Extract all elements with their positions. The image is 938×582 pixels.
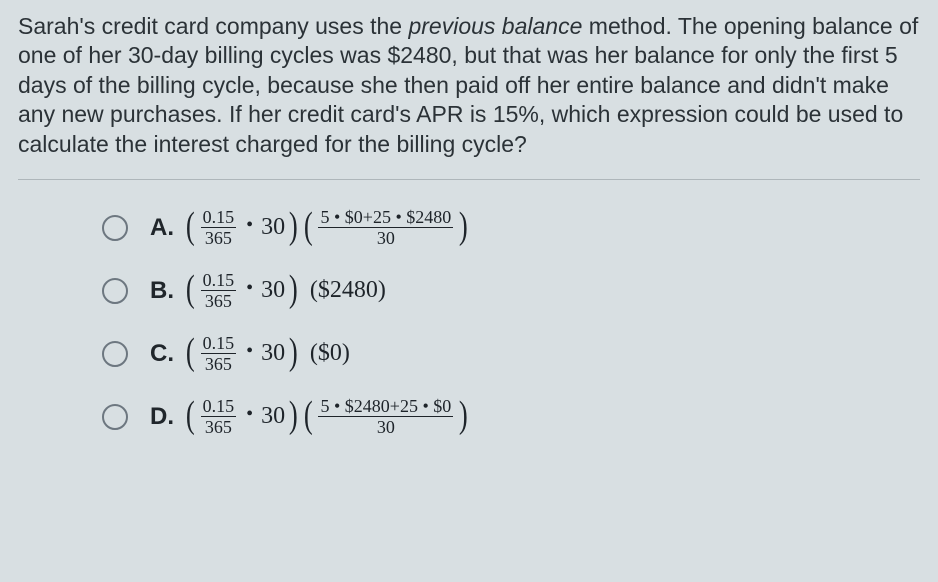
paren-close: ) bbox=[459, 215, 468, 238]
days: 30 bbox=[261, 214, 285, 241]
dot-icon: • bbox=[246, 340, 253, 363]
question-prefix: Sarah's credit card company uses the bbox=[18, 13, 408, 39]
paren-open: ( bbox=[186, 341, 195, 364]
dot-icon: • bbox=[246, 214, 253, 237]
choice-c[interactable]: C. ( 0.15 365 • 30 ) ($0) bbox=[102, 334, 920, 373]
question-italic: previous balance bbox=[408, 13, 582, 39]
choice-expression: ( 0.15 365 • 30 ) ( 5 • $0+25 • $2480 30… bbox=[184, 208, 470, 247]
choice-b[interactable]: B. ( 0.15 365 • 30 ) ($2480) bbox=[102, 271, 920, 310]
value: ($0) bbox=[310, 340, 350, 367]
choice-letter: D. bbox=[150, 403, 174, 431]
big-fraction: 5 • $0+25 • $2480 30 bbox=[318, 208, 453, 247]
rate-fraction: 0.15 365 bbox=[201, 397, 237, 436]
dot-icon: • bbox=[246, 277, 253, 300]
paren-close: ) bbox=[289, 215, 298, 238]
answer-choices: A. ( 0.15 365 • 30 ) ( 5 • $0+25 • $2480… bbox=[18, 208, 920, 436]
days: 30 bbox=[261, 403, 285, 430]
days: 30 bbox=[261, 340, 285, 367]
paren-close: ) bbox=[289, 341, 298, 364]
dot-icon: • bbox=[246, 403, 253, 426]
choice-d[interactable]: D. ( 0.15 365 • 30 ) ( 5 • $2480+25 • $0… bbox=[102, 397, 920, 436]
rate-fraction: 0.15 365 bbox=[201, 208, 237, 247]
choice-expression: ( 0.15 365 • 30 ) ( 5 • $2480+25 • $0 30… bbox=[184, 397, 470, 436]
paren-open: ( bbox=[304, 215, 313, 238]
radio-icon[interactable] bbox=[102, 404, 128, 430]
value: ($2480) bbox=[310, 277, 386, 304]
paren-close: ) bbox=[289, 278, 298, 301]
paren-open: ( bbox=[186, 278, 195, 301]
divider bbox=[18, 179, 920, 180]
quiz-container: Sarah's credit card company uses the pre… bbox=[0, 0, 938, 436]
choice-expression: ( 0.15 365 • 30 ) ($2480) bbox=[184, 271, 386, 310]
days: 30 bbox=[261, 277, 285, 304]
rate-fraction: 0.15 365 bbox=[201, 334, 237, 373]
radio-icon[interactable] bbox=[102, 215, 128, 241]
rate-fraction: 0.15 365 bbox=[201, 271, 237, 310]
paren-open: ( bbox=[186, 215, 195, 238]
paren-open: ( bbox=[186, 404, 195, 427]
big-fraction: 5 • $2480+25 • $0 30 bbox=[318, 397, 453, 436]
choice-a[interactable]: A. ( 0.15 365 • 30 ) ( 5 • $0+25 • $2480… bbox=[102, 208, 920, 247]
choice-letter: B. bbox=[150, 277, 174, 305]
paren-close: ) bbox=[459, 404, 468, 427]
choice-letter: C. bbox=[150, 340, 174, 368]
radio-icon[interactable] bbox=[102, 278, 128, 304]
choice-letter: A. bbox=[150, 214, 174, 242]
paren-open: ( bbox=[304, 404, 313, 427]
choice-expression: ( 0.15 365 • 30 ) ($0) bbox=[184, 334, 350, 373]
question-text: Sarah's credit card company uses the pre… bbox=[18, 12, 920, 173]
paren-close: ) bbox=[289, 404, 298, 427]
radio-icon[interactable] bbox=[102, 341, 128, 367]
